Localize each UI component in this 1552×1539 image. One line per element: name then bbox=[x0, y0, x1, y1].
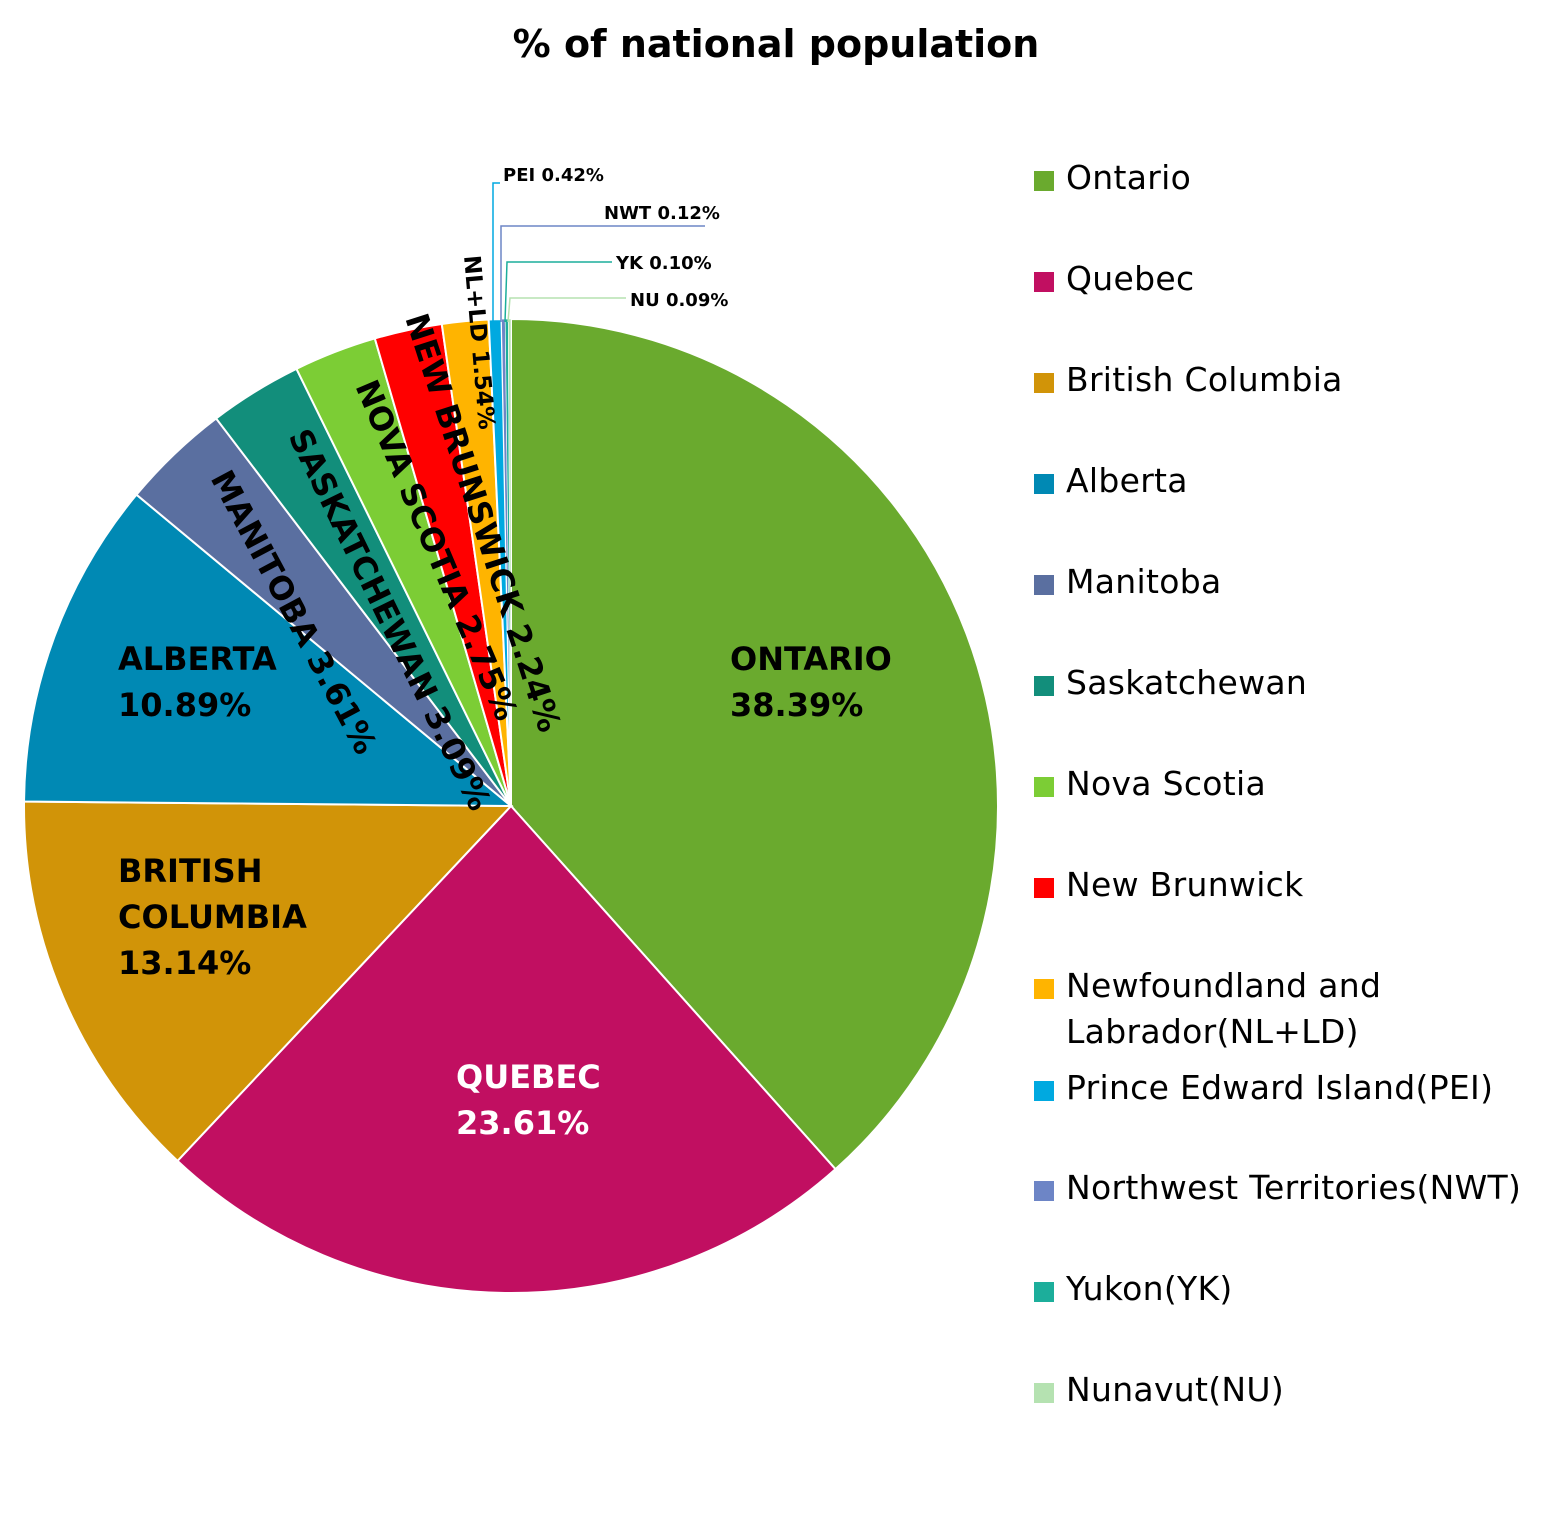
legend-swatch-saskatchewan bbox=[1034, 676, 1054, 696]
legend-label-yk: Yukon(YK) bbox=[1066, 1269, 1233, 1308]
legend-item-quebec: Quebec bbox=[1034, 256, 1544, 302]
legend-label-pei: Prince Edward Island(PEI) bbox=[1066, 1068, 1494, 1107]
legend-item-ontario: Ontario bbox=[1034, 155, 1544, 201]
legend-label-nwt: Northwest Territories(NWT) bbox=[1066, 1168, 1522, 1207]
leader-line-nwt bbox=[500, 225, 705, 322]
pie-slices bbox=[23, 317, 999, 1294]
legend-swatch-new-brunswick bbox=[1034, 878, 1054, 898]
legend-item-manitoba: Manitoba bbox=[1034, 559, 1544, 605]
legend-swatch-nl-ld bbox=[1034, 979, 1054, 999]
slice-label-yk: YK 0.10% bbox=[615, 253, 712, 274]
legend-label-quebec: Quebec bbox=[1066, 259, 1195, 298]
legend-item-alberta: Alberta bbox=[1034, 458, 1544, 504]
legend-swatch-nu bbox=[1034, 1383, 1054, 1403]
legend-label-ontario: Ontario bbox=[1066, 158, 1192, 197]
leader-line-yk bbox=[504, 261, 612, 323]
legend-swatch-nwt bbox=[1034, 1181, 1054, 1201]
slice-label-nu: NU 0.09% bbox=[630, 290, 728, 311]
slice-label-alberta: ALBERTA 10.89% bbox=[118, 640, 277, 724]
pie-slice-ontario bbox=[510, 317, 999, 1171]
legend-label-nu: Nunavut(NU) bbox=[1066, 1370, 1285, 1409]
legend-label-manitoba: Manitoba bbox=[1066, 562, 1222, 601]
legend-swatch-alberta bbox=[1034, 474, 1054, 494]
slice-label-british-columbia: BRITISH COLUMBIA 13.14% bbox=[118, 852, 307, 982]
leader-lines bbox=[492, 182, 705, 323]
legend-swatch-quebec bbox=[1034, 272, 1054, 292]
slice-label-ontario: ONTARIO 38.39% bbox=[730, 640, 892, 724]
legend-item-nova-scotia: Nova Scotia bbox=[1034, 761, 1544, 807]
slice-label-quebec: QUEBEC 23.61% bbox=[456, 1058, 601, 1142]
legend-label-saskatchewan: Saskatchewan bbox=[1066, 663, 1308, 702]
pie-slice-quebec bbox=[176, 804, 837, 1294]
legend-swatch-ontario bbox=[1034, 171, 1054, 191]
chart-title: % of national population bbox=[512, 22, 1040, 66]
legend-item-new-brunswick: New Brunwick bbox=[1034, 862, 1544, 908]
legend-swatch-nova-scotia bbox=[1034, 777, 1054, 797]
legend-swatch-pei bbox=[1034, 1081, 1054, 1101]
legend-item-pei: Prince Edward Island(PEI) bbox=[1034, 1065, 1544, 1111]
legend-swatch-british-columbia bbox=[1034, 373, 1054, 393]
legend-swatch-manitoba bbox=[1034, 575, 1054, 595]
legend-item-nwt: Northwest Territories(NWT) bbox=[1034, 1165, 1544, 1211]
pie-slice-alberta bbox=[23, 493, 514, 808]
legend-label-british-columbia: British Columbia bbox=[1066, 360, 1343, 399]
slice-label-pei: PEI 0.42% bbox=[503, 165, 604, 186]
legend-item-saskatchewan: Saskatchewan bbox=[1034, 660, 1544, 706]
leader-line-nu bbox=[507, 297, 626, 323]
leader-line-pei bbox=[492, 182, 500, 322]
legend-label-alberta: Alberta bbox=[1066, 461, 1188, 500]
legend-swatch-yk bbox=[1034, 1282, 1054, 1302]
legend-item-british-columbia: British Columbia bbox=[1034, 357, 1544, 403]
slice-label-nwt: NWT 0.12% bbox=[604, 203, 720, 224]
legend-item-nu: Nunavut(NU) bbox=[1034, 1367, 1544, 1413]
legend-item-nl-ld: Newfoundland and Labrador(NL+LD) bbox=[1034, 963, 1544, 1055]
legend-item-yk: Yukon(YK) bbox=[1034, 1266, 1544, 1312]
pie-slice-british-columbia bbox=[23, 800, 514, 1163]
legend-label-new-brunswick: New Brunwick bbox=[1066, 865, 1304, 904]
legend-label-nova-scotia: Nova Scotia bbox=[1066, 764, 1267, 803]
legend-label-nl-ld: Newfoundland and Labrador(NL+LD) bbox=[1066, 966, 1382, 1051]
